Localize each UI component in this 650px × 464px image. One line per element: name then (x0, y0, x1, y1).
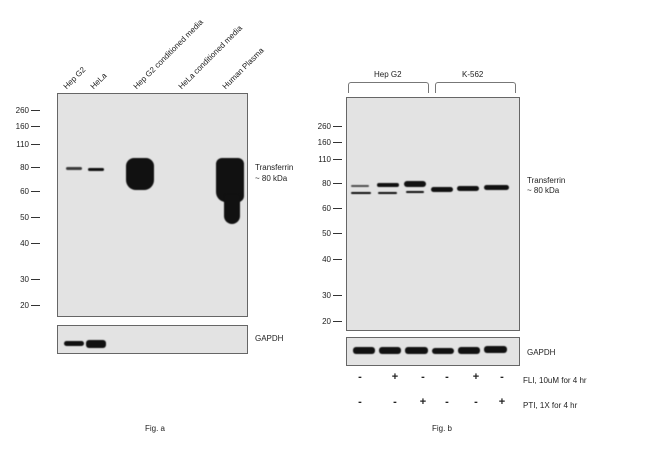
treatment-sign: - (445, 396, 449, 408)
figure-caption: Fig. b (432, 424, 453, 433)
treatment-sign: + (391, 371, 399, 383)
treatment-sign: + (498, 396, 506, 408)
mw-marker: 20 (308, 317, 342, 326)
mw-marker: 40 (308, 255, 342, 264)
treatment-sign: - (393, 396, 397, 408)
treatment-sign: - (500, 371, 504, 383)
mw-marker: 110 (308, 155, 342, 164)
figure-caption: Fig. a (145, 424, 166, 433)
mw-marker: 160 (308, 138, 342, 147)
treatment-sign: - (445, 371, 449, 383)
mw-marker: 80 (308, 179, 342, 188)
mw-marker: 40 (6, 239, 40, 248)
treatment-sign: + (419, 396, 427, 408)
mw-marker: 60 (308, 204, 342, 213)
mw-marker: 50 (308, 229, 342, 238)
mw-marker: 30 (308, 291, 342, 300)
treatment-sign: - (358, 371, 362, 383)
target-label: Transferrin (527, 176, 566, 185)
western-blot-transferrin (346, 97, 520, 331)
mw-marker: 30 (6, 275, 40, 284)
western-blot-gapdh (346, 337, 520, 366)
treatment-label: FLI, 10uM for 4 hr (523, 376, 587, 385)
treatment-sign: + (472, 371, 480, 383)
loading-control-label: GAPDH (255, 334, 284, 343)
mw-marker: 50 (6, 213, 40, 222)
treatment-sign: - (358, 396, 362, 408)
treatment-label: PTI, 1X for 4 hr (523, 401, 578, 410)
mw-marker: 60 (6, 187, 40, 196)
mw-marker: 260 (308, 122, 342, 131)
lane-label: Human Plasma (220, 45, 266, 91)
lane-label: HeLa (88, 71, 109, 91)
target-label: Transferrin (255, 163, 294, 172)
target-size: ~ 80 kDa (255, 174, 288, 183)
treatment-sign: - (474, 396, 478, 408)
mw-marker: 160 (6, 122, 40, 131)
group-label: K-562 (462, 70, 484, 79)
mw-marker: 260 (6, 106, 40, 115)
mw-marker: 20 (6, 301, 40, 310)
group-label: Hep G2 (374, 70, 402, 79)
group-bracket (348, 82, 429, 93)
treatment-sign: - (421, 371, 425, 383)
western-blot-transferrin (57, 93, 248, 317)
group-bracket (435, 82, 516, 93)
western-blot-gapdh (57, 325, 248, 354)
loading-control-label: GAPDH (527, 348, 556, 357)
mw-marker: 110 (6, 140, 40, 149)
target-size: ~ 80 kDa (527, 186, 560, 195)
mw-marker: 80 (6, 163, 40, 172)
lane-label: Hep G2 (61, 65, 88, 91)
